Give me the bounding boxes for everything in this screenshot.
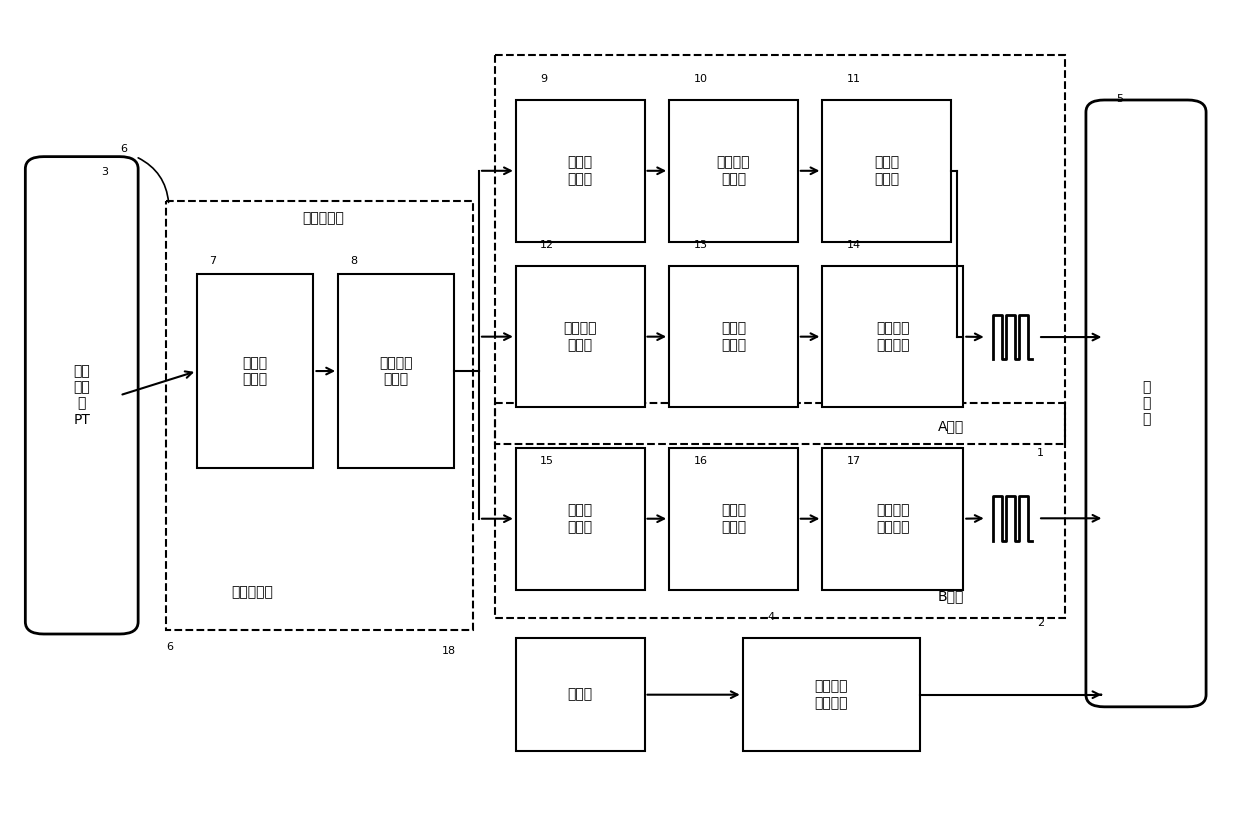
- FancyBboxPatch shape: [1086, 100, 1207, 707]
- Text: 14: 14: [847, 239, 861, 249]
- Bar: [516, 638, 645, 751]
- Text: B通道: B通道: [937, 589, 965, 603]
- Bar: [670, 100, 797, 242]
- Text: 第一低通
滤波器: 第一低通 滤波器: [379, 356, 413, 386]
- Text: 断路器: 断路器: [568, 688, 593, 702]
- Bar: [166, 201, 472, 630]
- Text: 12: 12: [541, 239, 554, 249]
- Bar: [670, 448, 797, 589]
- Text: 15: 15: [541, 456, 554, 466]
- Bar: [339, 274, 455, 468]
- Text: 第三低通
滤波器: 第三低通 滤波器: [563, 322, 596, 351]
- Bar: [495, 403, 1065, 618]
- Text: 17: 17: [847, 456, 861, 466]
- Text: 预处理模块: 预处理模块: [303, 212, 345, 226]
- Text: 7: 7: [210, 256, 216, 266]
- Text: 5: 5: [1116, 94, 1123, 104]
- Text: 第二方波
转换模块: 第二方波 转换模块: [875, 504, 910, 534]
- Bar: [822, 100, 951, 242]
- Text: 18: 18: [443, 646, 456, 656]
- FancyBboxPatch shape: [25, 156, 138, 634]
- Text: 2: 2: [1037, 618, 1044, 628]
- Text: 第二低通
滤波器: 第二低通 滤波器: [717, 156, 750, 186]
- Text: 3: 3: [102, 167, 109, 177]
- Text: 6: 6: [166, 642, 174, 652]
- Text: 第一限
幅模块: 第一限 幅模块: [720, 322, 746, 351]
- Text: 10: 10: [693, 74, 708, 84]
- Text: 第二放
大模块: 第二放 大模块: [874, 156, 899, 186]
- Text: A通道: A通道: [937, 420, 965, 434]
- Bar: [516, 266, 645, 407]
- Bar: [495, 55, 1065, 444]
- Bar: [516, 448, 645, 589]
- Text: 1: 1: [1037, 448, 1044, 458]
- Text: 13: 13: [693, 239, 708, 249]
- Text: 第二限
幅模块: 第二限 幅模块: [720, 504, 746, 534]
- Bar: [197, 274, 314, 468]
- Text: 线电
压采
样
PT: 线电 压采 样 PT: [73, 364, 91, 426]
- Text: 第一放
大模块: 第一放 大模块: [568, 156, 593, 186]
- Text: 6: 6: [120, 143, 126, 154]
- Bar: [743, 638, 920, 751]
- Text: 第三放
大模块: 第三放 大模块: [568, 504, 593, 534]
- Text: 电气隔
离模块: 电气隔 离模块: [243, 356, 268, 386]
- Text: 预处理模块: 预处理模块: [231, 585, 273, 599]
- Text: 11: 11: [847, 74, 861, 84]
- Bar: [822, 266, 963, 407]
- Text: 9: 9: [541, 74, 547, 84]
- Text: 第一方波
转换模块: 第一方波 转换模块: [875, 322, 910, 351]
- Text: 16: 16: [693, 456, 708, 466]
- Text: 4: 4: [768, 611, 774, 622]
- Text: 控
制
器: 控 制 器: [1142, 380, 1151, 426]
- Text: 并网信号
检测模块: 并网信号 检测模块: [815, 680, 848, 709]
- Bar: [516, 100, 645, 242]
- Bar: [822, 448, 963, 589]
- Text: 8: 8: [350, 256, 357, 266]
- Bar: [670, 266, 797, 407]
